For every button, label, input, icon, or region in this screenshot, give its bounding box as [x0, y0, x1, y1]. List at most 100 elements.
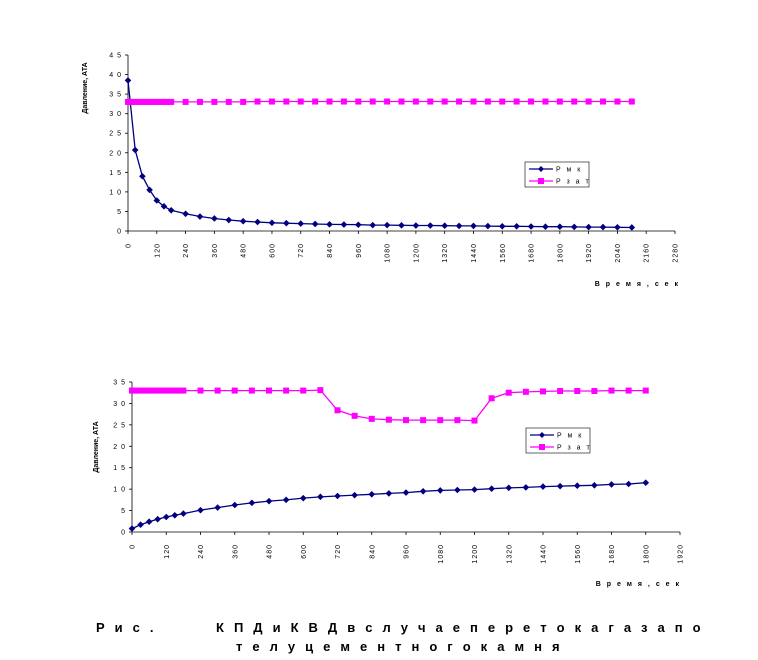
- c1-x-tick-label: 1320: [442, 243, 449, 263]
- c1-series-1-point: [412, 98, 419, 105]
- c1-series-1-point: [456, 98, 463, 105]
- c1-x-tick-label: 1800: [557, 243, 564, 263]
- c2-x-tick-label: 0: [130, 544, 137, 549]
- c1-series-1-point: [398, 98, 405, 105]
- c1-x-tick-label: 0: [126, 243, 133, 248]
- c1-series-0-point: [484, 222, 492, 230]
- c1-series-0-point: [254, 218, 261, 226]
- c1-series-1-point: [312, 98, 319, 105]
- c1-series-1-point: [160, 98, 167, 105]
- c2-series-1-point: [300, 387, 307, 394]
- c1-series-0-point: [585, 223, 592, 231]
- c1-x-tick-label: 720: [298, 243, 305, 258]
- c1-x-tick-label: 1560: [500, 243, 507, 263]
- c2-series-0-point: [282, 496, 290, 504]
- c1-series-0-point: [398, 222, 405, 229]
- c2-series-1-point: [154, 387, 161, 394]
- c2-series-1-point: [137, 387, 144, 394]
- c1-series-1-point: [571, 98, 578, 105]
- c1-series-0-point: [599, 223, 607, 231]
- c2-series-0-point: [471, 486, 478, 493]
- c1-series-1-point: [470, 98, 477, 105]
- c1-series-1-point: [268, 98, 275, 105]
- c1-legend-label-1: P з а т: [556, 179, 591, 186]
- c2-series-0-point: [573, 482, 581, 490]
- c1-series-0-point: [182, 210, 189, 218]
- c2-series-0-point: [128, 525, 136, 532]
- c1-series-0-point: [283, 219, 290, 227]
- c1-x-tick-label: 840: [327, 243, 334, 258]
- c1-x-tick-label: 1080: [385, 243, 392, 263]
- c2-series-0-point: [351, 491, 358, 499]
- c1-series-1-point: [132, 98, 139, 105]
- c2-series-0-point: [197, 506, 204, 514]
- c1-y-tick-label: 1 5: [109, 170, 122, 177]
- c2-series-1-point: [180, 387, 187, 394]
- c2-series-1-point: [642, 387, 649, 394]
- c2-y-tick-label: 3 0: [113, 401, 126, 408]
- c2-x-tick-label: 480: [267, 544, 274, 559]
- c2-series-0-point: [154, 515, 161, 523]
- c2-x-tick-label: 720: [335, 544, 342, 559]
- c2-series-1-point: [231, 387, 238, 394]
- c1-series-0-point: [124, 77, 132, 84]
- c2-series-1-point: [150, 387, 157, 394]
- c2-series-0-point: [137, 521, 144, 529]
- c1-series-1-point: [182, 98, 189, 105]
- c2-series-1-point: [591, 388, 598, 394]
- c2-x-tick-label: 600: [301, 544, 308, 559]
- c1-series-1-point: [139, 98, 146, 105]
- c1-series-1-point: [164, 98, 171, 105]
- c1-series-1-point: [513, 98, 520, 105]
- c1-series-0-point: [355, 221, 362, 229]
- c2-series-0-point: [265, 497, 273, 505]
- c1-series-1-point: [384, 98, 391, 105]
- caption-fig-label: Р и с .: [96, 620, 157, 635]
- caption-line-1: К П Д и К В Д в с л у ч а е п е р е т о …: [216, 620, 704, 635]
- c1-series-0-point: [131, 146, 139, 154]
- c1-series-1-point: [146, 98, 153, 105]
- c2-x-tick-label: 1200: [472, 544, 479, 564]
- c1-series-0-point: [340, 221, 348, 228]
- c1-series-0-point: [153, 197, 161, 204]
- c2-x-tick-label: 1320: [506, 544, 513, 564]
- c2-y-tick-label: 5: [121, 508, 126, 515]
- c1-series-1-point: [153, 98, 160, 105]
- c2-x-tick-label: 1080: [438, 544, 445, 564]
- c1-series-0-point: [570, 223, 578, 231]
- c2-series-0-point: [522, 484, 530, 491]
- c1-series-1-point: [355, 98, 362, 105]
- c1-series-1-point: [135, 98, 142, 105]
- c1-legend-marker-0: [538, 166, 544, 172]
- c1-x-tick-label: 1920: [586, 243, 593, 263]
- c2-series-1-point: [625, 387, 632, 394]
- c2-legend-marker-0: [539, 432, 545, 438]
- c1-x-tick-label: 1200: [413, 243, 420, 263]
- c2-series-0-point: [368, 490, 376, 498]
- c1-series-0-point: [614, 223, 621, 231]
- c2-series-1-point: [141, 387, 148, 394]
- c2-x-tick-label: 1560: [575, 544, 582, 564]
- c1-series-1-point: [326, 98, 333, 105]
- c2-series-1-point: [437, 417, 444, 424]
- c2-series-0-point: [317, 493, 324, 501]
- c1-series-0-point: [311, 220, 319, 228]
- c2-series-1-point: [403, 417, 409, 424]
- c1-series-0-point: [369, 221, 377, 229]
- c2-series-1-point: [248, 387, 255, 394]
- c2-series-0-point: [625, 480, 632, 488]
- c1-series-0-point: [239, 217, 247, 225]
- c1-y-tick-label: 0: [117, 229, 122, 236]
- c2-series-0-point: [642, 479, 650, 487]
- c1-series-1-point: [441, 98, 448, 105]
- c1-series-1-point: [628, 98, 635, 105]
- c2-series-0-point: [334, 492, 341, 500]
- c2-series-0-point: [505, 484, 513, 492]
- c1-y-tick-label: 1 0: [109, 189, 122, 196]
- c2-x-tick-label: 1920: [678, 544, 685, 564]
- c2-series-1-point: [176, 387, 183, 394]
- c1-series-1-point: [157, 98, 164, 105]
- c1-series-0-point: [513, 223, 520, 230]
- c1-y-tick-label: 4 0: [109, 72, 122, 79]
